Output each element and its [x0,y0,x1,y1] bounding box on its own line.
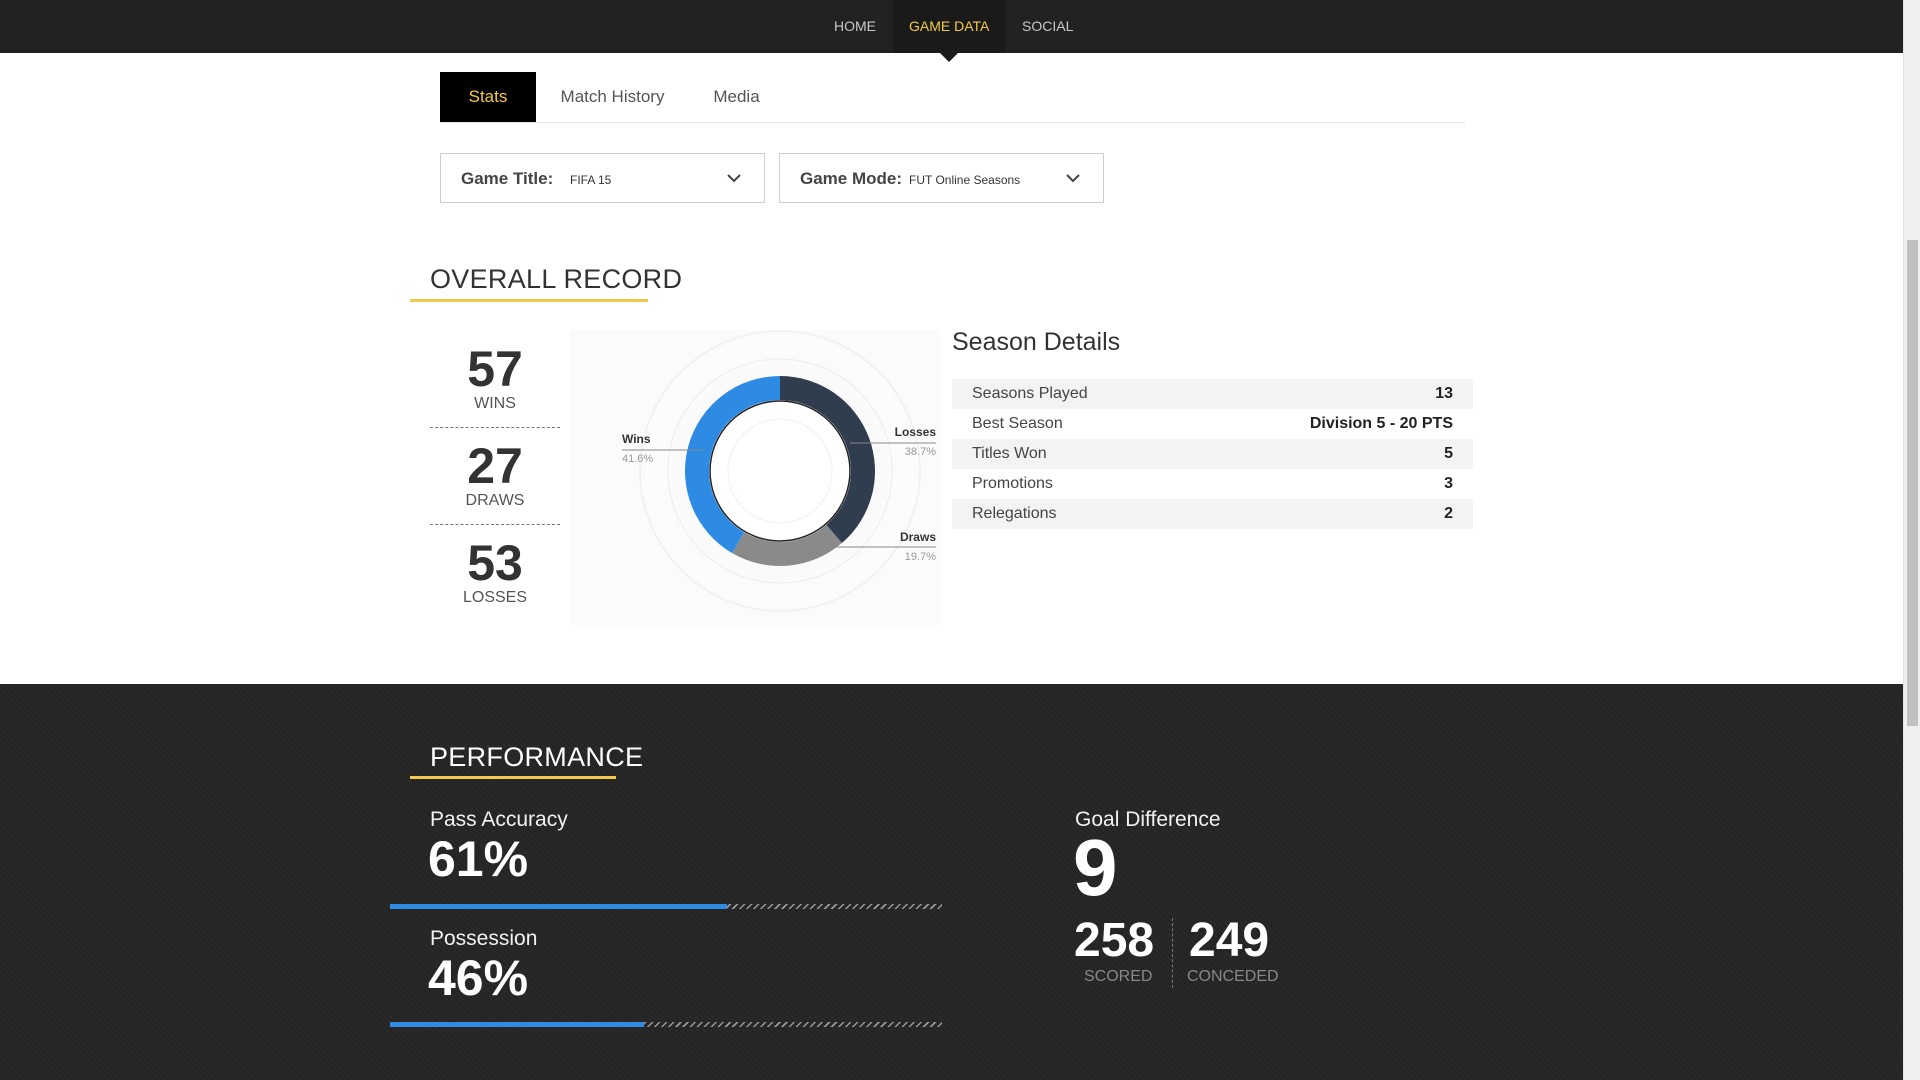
season-row-label: Best Season [972,415,1063,432]
record-divider [430,524,560,525]
overall-record-title: OVERALL RECORD [430,264,683,294]
game-title-value: FIFA 15 [570,173,612,187]
performance-title: PERFORMANCE [430,742,644,772]
goals-scored-label: SCORED [1084,968,1153,985]
season-row-label: Titles Won [972,445,1047,462]
possession-bar-fill [390,1022,644,1027]
record-donut-chart: Wins 41.6% Losses 38.7% Draws 19.7% [560,326,950,625]
donut-percent-losses: 38.7% [905,446,936,458]
season-details-title: Season Details [952,328,1121,356]
goals-scored-value: 258 [1074,914,1155,967]
possession-bar [390,1022,942,1027]
pass-accuracy-value: 61% [428,831,529,887]
possession-value: 46% [428,950,529,1006]
draws-stat: 27 DRAWS [430,440,560,510]
scrollbar-thumb[interactable] [1907,240,1918,726]
season-row-value: 13 [1435,385,1453,402]
season-row-value: Division 5 - 20 PTS [1309,415,1453,432]
table-row: Relegations 2 [952,499,1473,529]
table-row: Promotions 3 [952,469,1473,499]
season-row-label: Promotions [972,475,1053,492]
wins-label: WINS [474,395,516,412]
wins-stat: 57 WINS [430,343,560,413]
game-title-select[interactable]: Game Title: FIFA 15 [440,153,765,203]
overall-record-underline [410,299,648,302]
content-tabs: Stats Match History Media [440,72,1465,123]
top-nav: HOME GAME DATA SOCIAL [0,0,1903,53]
wins-count: 57 [467,341,523,397]
donut-segment-draws [732,524,842,566]
table-row: Best Season Division 5 - 20 PTS [952,409,1473,439]
losses-label: LOSSES [462,589,528,606]
chevron-down-icon [1066,174,1080,183]
donut-label-losses: Losses [895,425,937,439]
pass-accuracy-label: Pass Accuracy [430,808,568,831]
tab-stats[interactable]: Stats [440,72,536,122]
donut-label-wins: Wins [622,432,651,446]
season-row-label: Relegations [972,505,1057,522]
season-row-label: Seasons Played [972,385,1088,402]
nav-social[interactable]: SOCIAL [1022,18,1074,34]
goal-difference-value: 9 [1073,823,1118,912]
tab-match-history[interactable]: Match History [560,87,665,106]
game-mode-label: Game Mode: [800,169,903,188]
goals-conceded-value: 249 [1189,914,1270,967]
game-title-label: Game Title: [461,169,554,188]
table-row: Titles Won 5 [952,439,1473,469]
goals-divider [1172,918,1173,988]
goals-conceded-label: CONCEDED [1187,968,1279,985]
losses-count: 53 [467,535,523,591]
donut-svg: Wins 41.6% Losses 38.7% Draws 19.7% [570,326,940,625]
donut-segment-losses [780,376,875,544]
performance-underline [410,776,616,779]
pass-accuracy-bar-fill [390,904,727,909]
table-row: Seasons Played 13 [952,379,1473,409]
active-nav-pointer-icon [940,53,958,62]
season-details-table: Seasons Played 13 Best Season Division 5… [952,379,1473,529]
draws-label: DRAWS [465,492,525,509]
goal-difference-label: Goal Difference [1075,808,1221,831]
donut-label-draws: Draws [900,530,936,544]
game-mode-value: FUT Online Seasons [909,173,1021,187]
season-row-value: 3 [1444,475,1453,492]
draws-count: 27 [467,438,523,494]
record-divider [430,427,560,428]
game-mode-select[interactable]: Game Mode: FUT Online Seasons [779,153,1104,203]
possession-label: Possession [430,927,538,950]
losses-stat: 53 LOSSES [430,537,560,607]
donut-percent-draws: 19.7% [905,551,936,563]
pass-accuracy-bar [390,904,942,909]
performance-section: PERFORMANCE Pass Accuracy 61% Possession… [0,684,1903,1080]
season-row-value: 5 [1444,445,1453,462]
donut-percent-wins: 41.6% [622,453,653,465]
tab-media[interactable]: Media [713,87,760,106]
season-row-value: 2 [1444,505,1453,522]
nav-game-data[interactable]: GAME DATA [893,0,1006,53]
page-scrollbar[interactable] [1903,0,1920,1080]
donut-segment-wins [685,376,780,554]
nav-home[interactable]: HOME [834,18,876,34]
chevron-down-icon [727,174,741,183]
